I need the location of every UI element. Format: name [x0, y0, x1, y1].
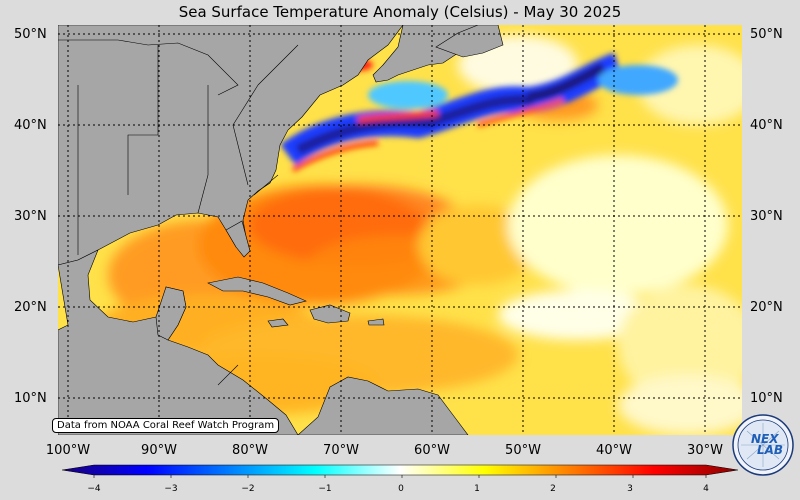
nexlab-logo: NEX LAB: [732, 414, 794, 476]
lat-label-30n-left: 30°N: [14, 209, 47, 224]
lon-label-100w: 100°W: [45, 443, 91, 458]
lon-label-50w: 50°W: [505, 443, 541, 458]
colorbar-tick-4: 4: [703, 484, 709, 494]
data-credit-box: Data from NOAA Coral Reef Watch Program: [52, 418, 280, 433]
lon-label-60w: 60°W: [414, 443, 450, 458]
lon-label-80w: 80°W: [232, 443, 268, 458]
lat-label-40n-left: 40°N: [14, 118, 47, 133]
colorbar-tick-minus1: −1: [318, 484, 332, 494]
colorbar-tick-minus3: −3: [164, 484, 178, 494]
lon-label-40w: 40°W: [596, 443, 632, 458]
sst-anomaly-map: [58, 25, 742, 435]
borders: [58, 39, 299, 386]
colorbar-tick-2: 2: [550, 484, 556, 494]
gulf-stream-cold-band: [280, 52, 678, 173]
colorbar: [62, 464, 738, 478]
colorbar-tick-0: 0: [398, 484, 404, 494]
colorbar-tick-3: 3: [627, 484, 633, 494]
svg-text:NEX: NEX: [751, 432, 779, 446]
svg-text:LAB: LAB: [757, 443, 783, 457]
map-title: Sea Surface Temperature Anomaly (Celsius…: [178, 3, 622, 21]
lat-label-20n-left: 20°N: [14, 300, 47, 315]
colorbar-tick-minus2: −2: [241, 484, 255, 494]
colorbar-ramp: [62, 464, 738, 476]
lat-label-30n-right: 30°N: [750, 209, 783, 224]
lat-label-10n-right: 10°N: [750, 391, 783, 406]
lat-label-20n-right: 20°N: [750, 300, 783, 315]
graticule: [58, 25, 742, 435]
lat-label-50n-left: 50°N: [14, 27, 47, 42]
lon-label-70w: 70°W: [323, 443, 359, 458]
lon-label-30w: 30°W: [687, 443, 723, 458]
lon-label-90w: 90°W: [141, 443, 177, 458]
colorbar-tick-1: 1: [474, 484, 480, 494]
lat-label-40n-right: 40°N: [750, 118, 783, 133]
lat-label-50n-right: 50°N: [750, 27, 783, 42]
colorbar-tick-minus4: −4: [87, 484, 101, 494]
lat-label-10n-left: 10°N: [14, 391, 47, 406]
